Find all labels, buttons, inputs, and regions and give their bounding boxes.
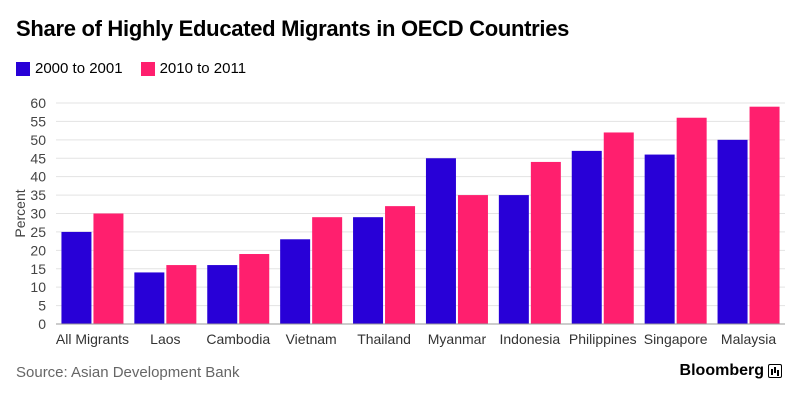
bar-2-indonesia <box>530 161 561 324</box>
bar-2-malaysia <box>749 106 780 324</box>
bar-1-myanmar <box>425 158 456 324</box>
chart-title: Share of Highly Educated Migrants in OEC… <box>16 16 570 41</box>
bar-2-singapore <box>676 117 707 324</box>
y-tick-label: 0 <box>38 316 46 332</box>
y-tick-label: 10 <box>30 279 46 295</box>
bar-1-malaysia <box>717 139 748 324</box>
x-tick-label: All Migrants <box>56 331 129 347</box>
y-tick-label: 55 <box>30 113 46 129</box>
x-tick-label: Thailand <box>357 331 411 347</box>
legend-item-series-1: 2000 to 2001 <box>16 60 123 77</box>
bar-1-philippines <box>571 150 602 324</box>
legend-label-series-2: 2010 to 2011 <box>159 60 247 77</box>
bar-1-laos <box>134 272 165 324</box>
legend: 2000 to 2001 2010 to 2011 <box>16 60 246 77</box>
bar-1-vietnam <box>280 239 311 324</box>
bar-1-indonesia <box>498 195 529 324</box>
legend-label-series-1: 2000 to 2001 <box>35 60 123 77</box>
y-tick-label: 35 <box>30 187 46 203</box>
y-tick-label: 25 <box>30 224 46 240</box>
bar-chart-icon <box>768 364 782 378</box>
bar-2-cambodia <box>239 254 270 324</box>
bar-1-all-migrants <box>61 231 92 324</box>
bar-2-laos <box>166 265 197 324</box>
x-tick-label: Cambodia <box>206 331 270 347</box>
y-tick-label: 20 <box>30 242 46 258</box>
y-tick-label: 50 <box>30 132 46 148</box>
y-axis-title: Percent <box>12 189 28 237</box>
bar-1-singapore <box>644 154 675 324</box>
bar-1-thailand <box>353 217 384 324</box>
brand-logo: Bloomberg <box>680 362 782 380</box>
x-tick-label: Philippines <box>569 331 637 347</box>
x-tick-label: Singapore <box>644 331 708 347</box>
legend-swatch-series-1 <box>16 61 30 76</box>
y-tick-label: 60 <box>30 95 46 111</box>
bar-2-philippines <box>603 132 634 324</box>
y-tick-label: 5 <box>38 298 46 314</box>
source-note: Source: Asian Development Bank <box>16 364 240 381</box>
y-tick-label: 30 <box>30 206 46 222</box>
bar-2-myanmar <box>457 195 488 324</box>
x-tick-label: Laos <box>150 331 180 347</box>
bar-1-cambodia <box>207 265 238 324</box>
brand-name: Bloomberg <box>679 362 764 379</box>
legend-swatch-series-2 <box>140 61 155 76</box>
x-tick-label: Myanmar <box>428 331 487 347</box>
y-tick-label: 45 <box>30 150 46 166</box>
x-tick-label: Malaysia <box>721 331 776 347</box>
bar-2-thailand <box>385 206 416 324</box>
legend-item-series-2: 2010 to 2011 <box>140 60 247 77</box>
x-tick-label: Vietnam <box>286 331 337 347</box>
x-tick-label: Indonesia <box>499 331 560 347</box>
y-tick-label: 40 <box>30 169 46 185</box>
y-tick-label: 15 <box>30 261 46 277</box>
bar-2-vietnam <box>312 217 343 324</box>
bar-2-all-migrants <box>93 213 124 324</box>
